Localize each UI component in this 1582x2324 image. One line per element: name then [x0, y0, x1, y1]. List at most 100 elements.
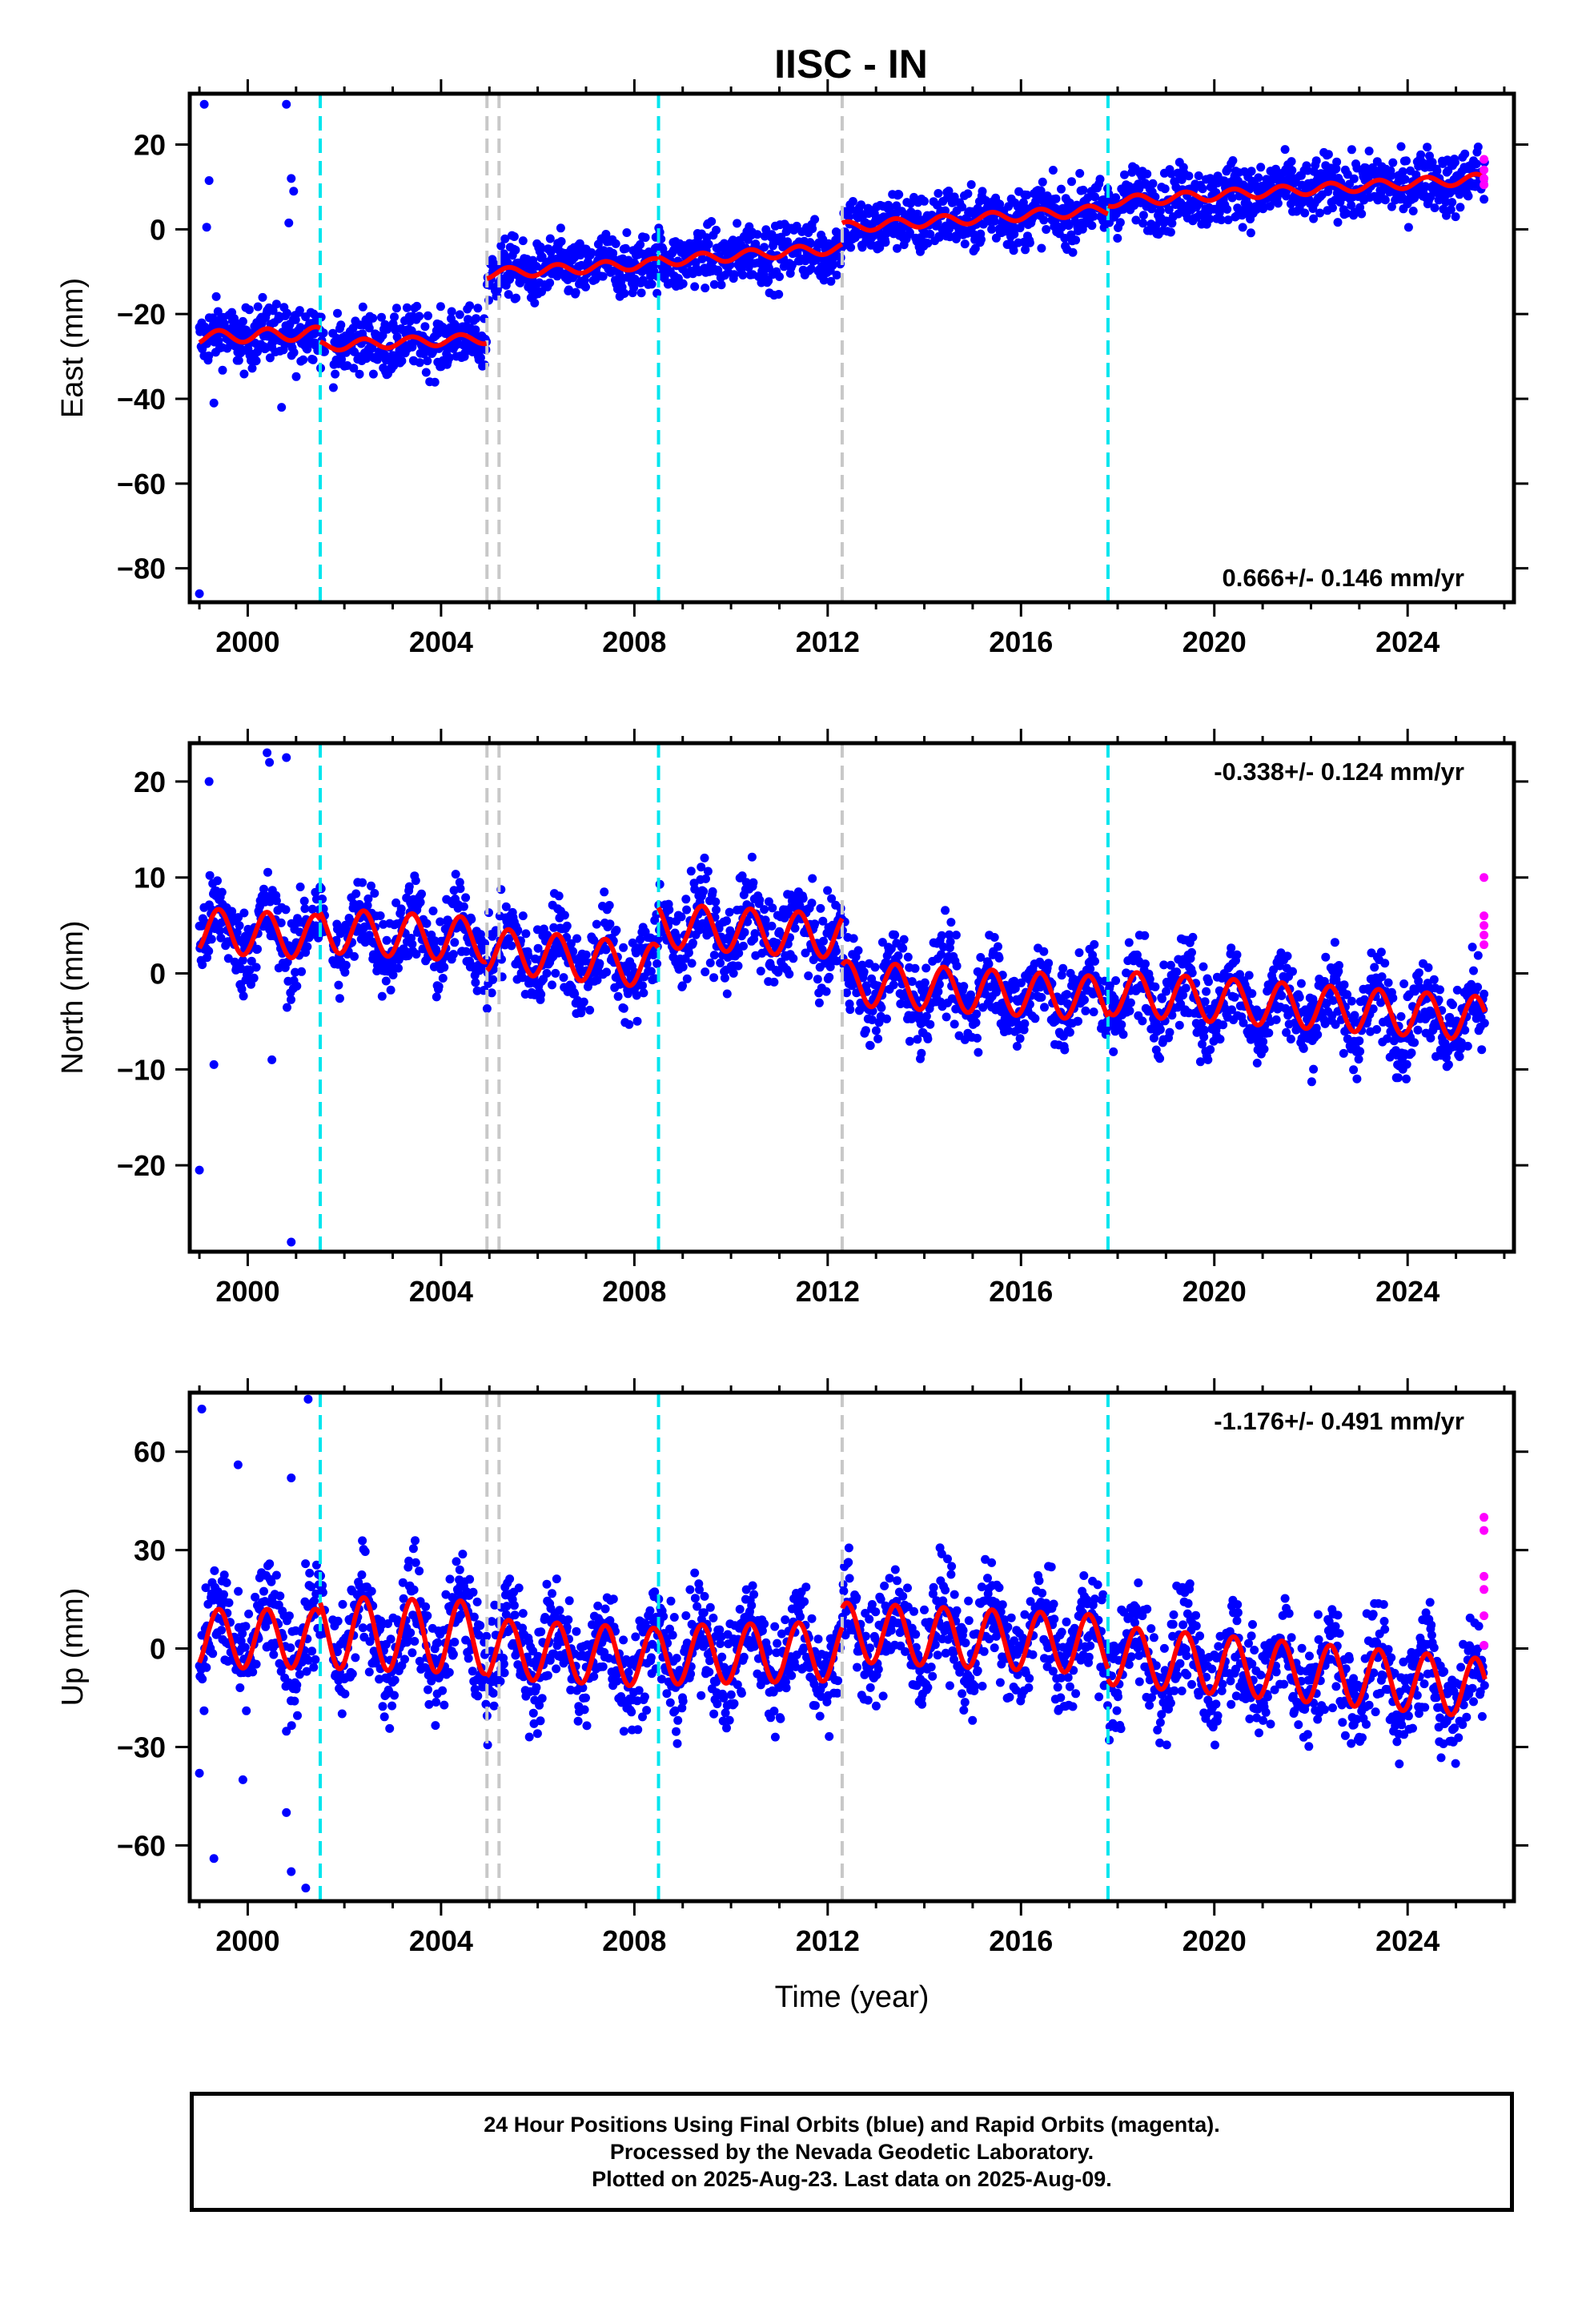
data-point — [623, 989, 632, 999]
data-point — [1155, 1025, 1165, 1035]
data-point — [970, 243, 980, 253]
data-point — [638, 981, 647, 991]
data-point — [295, 1670, 304, 1679]
data-point — [1037, 243, 1046, 253]
data-point — [320, 347, 329, 356]
data-point — [1355, 1047, 1365, 1056]
data-point — [282, 1727, 291, 1736]
data-point — [1388, 158, 1398, 167]
data-point — [1473, 983, 1483, 992]
data-point — [1228, 156, 1238, 165]
data-point — [749, 878, 758, 887]
data-point — [1219, 1020, 1228, 1030]
data-point — [890, 930, 900, 939]
data-point — [1058, 963, 1068, 973]
model-fit-line — [840, 959, 1110, 1021]
data-point — [447, 307, 456, 316]
data-point — [910, 963, 920, 973]
data-point — [349, 364, 359, 373]
data-point — [545, 234, 555, 243]
data-point — [398, 1578, 408, 1587]
data-point — [377, 312, 386, 322]
rapid-orbit-point — [1480, 873, 1489, 883]
data-point — [971, 1018, 981, 1027]
data-point — [287, 995, 295, 1004]
data-point — [636, 288, 646, 298]
data-point — [1339, 1048, 1348, 1058]
data-point — [987, 224, 997, 234]
data-point — [896, 999, 905, 1008]
data-point — [1271, 1015, 1281, 1024]
data-point — [1331, 164, 1341, 174]
data-point — [1423, 963, 1433, 972]
data-point — [750, 929, 760, 939]
data-point — [415, 312, 424, 321]
data-point — [269, 1650, 279, 1659]
data-point — [438, 974, 448, 983]
model-fit-line — [318, 908, 488, 965]
data-point — [1307, 1077, 1316, 1087]
rate-label: -0.338+/- 0.124 mm/yr — [1214, 758, 1464, 786]
data-point — [784, 909, 793, 919]
data-point — [1118, 1030, 1128, 1039]
y-tick-label: −40 — [117, 383, 166, 416]
data-point — [921, 1011, 931, 1021]
data-point — [894, 190, 904, 199]
data-point — [1435, 985, 1444, 995]
data-point — [1198, 1039, 1207, 1049]
data-point — [1204, 977, 1213, 987]
data-point — [828, 260, 837, 270]
data-point — [340, 1689, 350, 1699]
data-point — [335, 994, 344, 1003]
data-point — [287, 1721, 296, 1731]
data-point — [1308, 995, 1318, 1004]
data-point — [907, 977, 917, 987]
data-point — [882, 1014, 891, 1023]
data-point — [1244, 971, 1254, 980]
data-point — [554, 891, 564, 901]
data-point — [1195, 1057, 1205, 1067]
data-point — [223, 344, 232, 353]
data-point — [760, 231, 769, 241]
data-point — [1349, 174, 1359, 183]
data-point — [1287, 157, 1296, 167]
model-fit-line — [1106, 970, 1488, 1041]
panel-up: 2000 2004 2008 2012 2016 2020 202460300−30−60U… — [56, 1378, 1528, 2014]
data-point — [1158, 994, 1166, 1003]
model-fit-line — [841, 203, 1110, 233]
data-point — [695, 925, 704, 935]
data-point — [351, 889, 361, 899]
x-tick-label: 2024 — [1375, 1275, 1439, 1308]
data-point — [524, 951, 533, 960]
data-point — [1427, 158, 1437, 167]
data-point — [942, 1012, 951, 1022]
rapid-orbit-point — [1480, 940, 1489, 950]
data-point — [432, 992, 441, 1002]
data-point — [899, 935, 909, 944]
data-point — [1446, 205, 1456, 215]
data-point — [199, 1706, 209, 1715]
data-point — [299, 896, 309, 906]
data-point — [703, 866, 713, 876]
data-point — [807, 899, 817, 908]
data-point — [509, 232, 519, 241]
data-point — [412, 950, 421, 959]
data-point — [241, 1622, 251, 1631]
y-axis-label: North (mm) — [56, 920, 90, 1074]
data-point — [347, 1669, 357, 1679]
data-point — [209, 398, 219, 408]
data-point — [1377, 972, 1387, 982]
data-point — [504, 290, 513, 300]
data-point — [1150, 982, 1160, 991]
data-point — [1038, 177, 1047, 187]
plot-area-north — [195, 743, 1489, 1252]
data-point — [1402, 1059, 1411, 1069]
data-point — [408, 939, 417, 949]
data-point — [1309, 214, 1319, 223]
data-point — [729, 968, 738, 978]
data-point — [789, 954, 798, 963]
data-point — [542, 968, 552, 978]
data-point — [295, 883, 305, 891]
data-point — [1159, 960, 1169, 970]
data-point — [1025, 238, 1034, 247]
